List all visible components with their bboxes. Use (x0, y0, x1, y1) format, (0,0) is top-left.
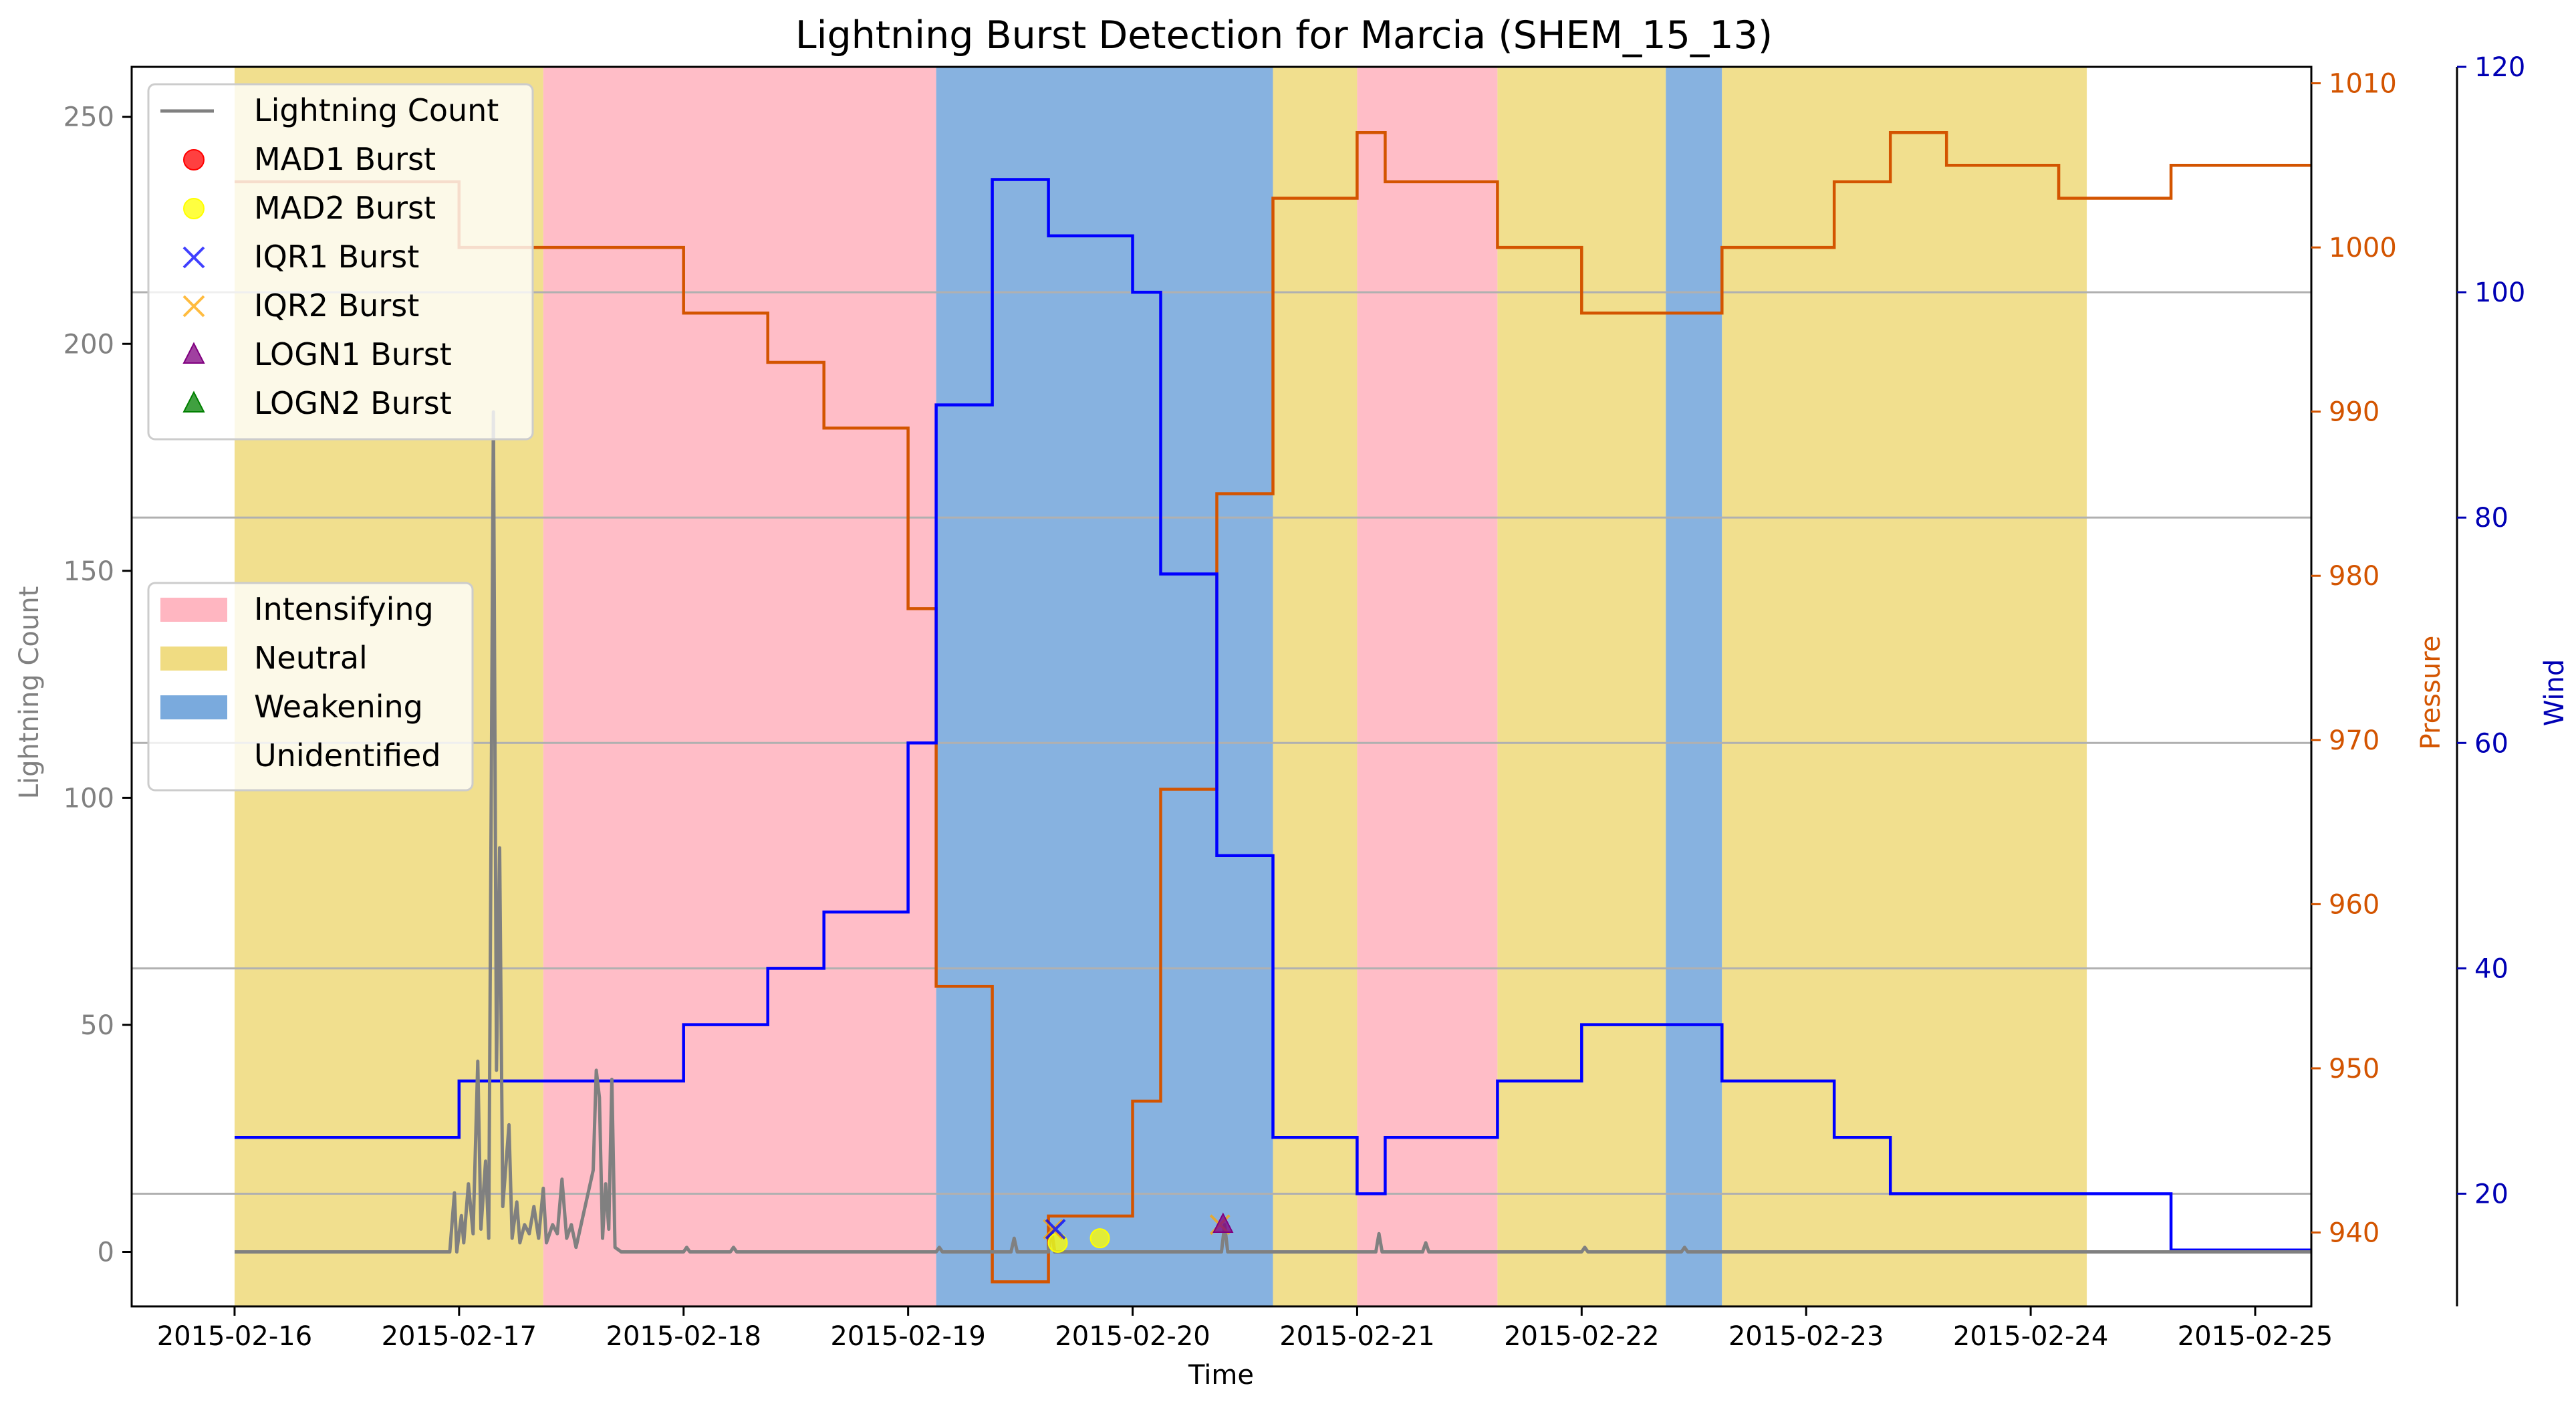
pressure-tick-label: 1000 (2329, 233, 2397, 263)
x-tick-label: 2015-02-19 (830, 1321, 985, 1352)
legend-label: MAD2 Burst (254, 190, 436, 226)
legend-label: MAD1 Burst (254, 141, 436, 177)
x-tick-label: 2015-02-25 (2178, 1321, 2333, 1352)
burst-markers (1043, 1212, 1234, 1253)
y-axis-lightning: 0 50 100 150 200 250 (63, 102, 132, 1268)
pressure-tick-label: 970 (2329, 725, 2379, 756)
legend-label: Neutral (254, 640, 368, 676)
x-axis-label: Time (1188, 1360, 1254, 1391)
phase-band-intensifying (1357, 67, 1498, 1306)
plot-area (130, 66, 2313, 1308)
phase-bands (234, 67, 2087, 1306)
y-tick-label: 50 (80, 1010, 114, 1041)
plot-frame (130, 66, 2313, 1308)
legend-label: Weakening (254, 689, 423, 725)
y-axis-pressure: 940 950 960 970 980 990 1000 1010 (2311, 69, 2397, 1248)
legend-label: Lightning Count (254, 92, 499, 128)
pressure-tick-label: 940 (2329, 1217, 2379, 1248)
legend-frame (147, 83, 534, 441)
legend-swatch-mad1 (183, 149, 205, 170)
burst-marker-iqr1 (1045, 1219, 1066, 1240)
y-axis-label-lightning: Lightning Count (14, 586, 45, 800)
wind-tick-label: 40 (2474, 953, 2508, 984)
legend-swatch-logn2 (182, 390, 205, 413)
x-tick-label: 2015-02-21 (1279, 1321, 1434, 1352)
y-tick-label: 100 (63, 783, 114, 814)
y-axis-label-wind: Wind (2539, 659, 2570, 727)
y-axis-wind: 20 40 60 80 100 120 (2456, 52, 2525, 1306)
wind-tick-label: 80 (2474, 503, 2508, 534)
y-axis-label-pressure: Pressure (2416, 636, 2446, 750)
wind-tick-label: 100 (2474, 277, 2525, 308)
legend-label: IQR1 Burst (254, 239, 419, 275)
phase-band-weakening (1666, 67, 1722, 1306)
y-tick-label: 250 (63, 102, 114, 133)
series-lines (235, 130, 2311, 1284)
x-tick-label: 2015-02-18 (606, 1321, 761, 1352)
lightning-count-line (235, 410, 2311, 1254)
pressure-tick-label: 990 (2329, 397, 2379, 428)
wind-tick-label: 60 (2474, 728, 2508, 759)
legend-swatch-weakening (160, 695, 227, 719)
x-tick-label: 2015-02-17 (382, 1321, 537, 1352)
pressure-tick-label: 950 (2329, 1054, 2379, 1084)
legend-label: Unidentified (254, 737, 441, 774)
x-axis: 2015-02-16 2015-02-17 2015-02-18 2015-02-19… (157, 1306, 2333, 1352)
burst-marker-mad2 (1089, 1228, 1110, 1249)
legend-swatch-intensifying (160, 598, 227, 622)
legend-label: LOGN1 Burst (254, 336, 452, 372)
wind-tick-label: 120 (2474, 52, 2525, 83)
legend-phases: Intensifying Neutral Weakening Unidentified (147, 582, 474, 792)
phase-band-weakening (936, 67, 1273, 1306)
x-tick-label: 2015-02-24 (1953, 1321, 2108, 1352)
chart-title: Lightning Burst Detection for Marcia (SH… (795, 13, 1773, 57)
legend-swatch-neutral (160, 647, 227, 671)
legend-frame (147, 582, 474, 792)
phase-band-intensifying (543, 67, 936, 1306)
x-tick-label: 2015-02-20 (1055, 1321, 1210, 1352)
wind-line (235, 178, 2311, 1252)
phase-band-neutral (1273, 67, 1358, 1306)
y-tick-label: 200 (63, 329, 114, 360)
pressure-tick-label: 960 (2329, 889, 2379, 920)
burst-marker-iqr2 (1043, 1219, 1063, 1240)
legend-label: Intensifying (254, 591, 434, 627)
legend-swatch-iqr1 (182, 246, 205, 269)
phase-band-neutral (1722, 67, 2087, 1306)
burst-marker-logn1 (1212, 1212, 1234, 1233)
legend-swatch-iqr2 (182, 295, 205, 318)
legend-swatch-mad2 (183, 198, 205, 219)
legend-markers: Lightning Count MAD1 Burst MAD2 Burst IQR1 … (147, 83, 534, 441)
pressure-tick-label: 1010 (2329, 69, 2397, 100)
x-tick-label: 2015-02-16 (157, 1321, 312, 1352)
pressure-line (235, 130, 2311, 1284)
wind-tick-label: 20 (2474, 1179, 2508, 1209)
legend-label: LOGN2 Burst (254, 385, 452, 421)
legend-label: IQR2 Burst (254, 287, 419, 324)
y-tick-label: 150 (63, 556, 114, 587)
legend-swatch-unidentified (160, 744, 227, 768)
x-tick-label: 2015-02-22 (1504, 1321, 1659, 1352)
legend-swatch-logn1 (182, 342, 205, 364)
y-tick-label: 0 (98, 1238, 114, 1268)
pressure-tick-label: 980 (2329, 561, 2379, 592)
x-tick-label: 2015-02-23 (1728, 1321, 1884, 1352)
